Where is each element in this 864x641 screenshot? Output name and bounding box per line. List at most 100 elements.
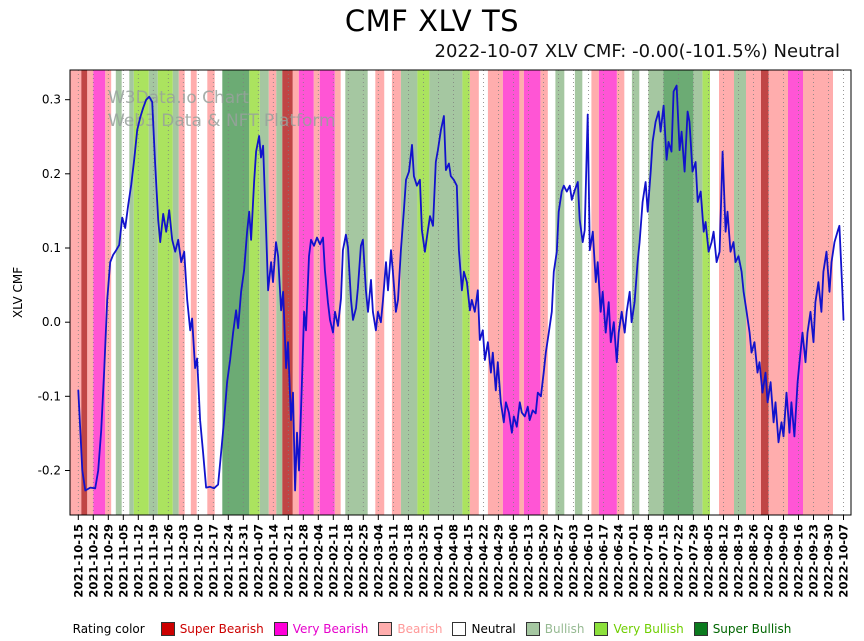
x-tick-label: 2022-07-29 bbox=[686, 524, 700, 598]
rating-band-neutral bbox=[624, 70, 632, 515]
x-tick-label: 2022-08-26 bbox=[747, 524, 761, 598]
rating-band-bullish bbox=[400, 70, 418, 515]
rating-band-very-bearish bbox=[788, 70, 803, 515]
rating-band-neutral bbox=[564, 70, 575, 515]
x-tick-label: 2022-05-13 bbox=[521, 524, 535, 598]
x-tick-label: 2021-12-31 bbox=[236, 524, 250, 598]
rating-band-neutral bbox=[196, 70, 208, 515]
y-tick-label: -0.1 bbox=[38, 389, 61, 403]
x-tick-label: 2021-10-15 bbox=[71, 524, 85, 598]
rating-band-very-bearish bbox=[298, 70, 314, 515]
x-tick-label: 2022-04-29 bbox=[491, 524, 505, 598]
legend-swatch-very-bearish bbox=[273, 622, 288, 636]
rating-band-neutral bbox=[340, 70, 346, 515]
x-tick-label: 2022-07-01 bbox=[626, 524, 640, 598]
y-axis-label: XLV CMF bbox=[11, 267, 25, 318]
x-tick-label: 2021-12-03 bbox=[176, 524, 190, 598]
x-tick-label: 2022-03-11 bbox=[386, 524, 400, 598]
rating-band-super-bullish bbox=[222, 70, 250, 515]
x-tick-label: 2021-11-26 bbox=[161, 524, 175, 598]
legend-item-very-bullish: Very Bullish bbox=[594, 622, 684, 636]
rating-band-neutral bbox=[214, 70, 223, 515]
rating-band-bullish bbox=[429, 70, 463, 515]
rating-band-bullish bbox=[693, 70, 703, 515]
rating-band-bearish bbox=[313, 70, 320, 515]
legend-swatch-super-bearish bbox=[160, 622, 175, 636]
rating-band-neutral bbox=[582, 70, 592, 515]
rating-band-very-bearish bbox=[502, 70, 520, 515]
chart-subtitle: 2022-10-07 XLV CMF: -0.00(-101.5%) Neutr… bbox=[434, 41, 841, 62]
y-tick-label: 0.1 bbox=[42, 241, 61, 255]
x-tick-label: 2022-07-08 bbox=[641, 524, 655, 598]
x-tick-label: 2021-12-24 bbox=[221, 524, 235, 598]
rating-band-bearish bbox=[70, 70, 82, 515]
legend-label: Bearish bbox=[397, 622, 443, 636]
x-tick-label: 2021-11-05 bbox=[116, 524, 130, 598]
rating-band-neutral bbox=[121, 70, 130, 515]
rating-band-bearish bbox=[391, 70, 401, 515]
rating-band-very-bearish bbox=[598, 70, 617, 515]
legend-label: Super Bearish bbox=[179, 622, 264, 636]
x-tick-label: 2022-09-30 bbox=[822, 524, 836, 598]
rating-band-very-bullish bbox=[133, 70, 149, 515]
rating-band-bearish bbox=[768, 70, 788, 515]
plot-border bbox=[69, 69, 852, 516]
rating-band-neutral bbox=[547, 70, 556, 515]
rating-band-bearish bbox=[519, 70, 524, 515]
x-tick-label: 2021-11-12 bbox=[131, 524, 145, 598]
x-tick-label: 2022-07-22 bbox=[671, 524, 685, 598]
x-tick-label: 2022-08-19 bbox=[732, 524, 746, 598]
x-tick-label: 2022-03-04 bbox=[371, 524, 385, 598]
rating-band-bullish bbox=[734, 70, 746, 515]
x-tick-label: 2022-01-28 bbox=[296, 524, 310, 598]
x-tick-label: 2021-10-22 bbox=[86, 524, 100, 598]
rating-band-bearish bbox=[803, 70, 818, 515]
rating-band-very-bullish bbox=[702, 70, 710, 515]
x-tick-label: 2022-01-14 bbox=[266, 524, 280, 598]
legend-label: Neutral bbox=[471, 622, 516, 636]
legend-swatch-very-bullish bbox=[594, 622, 609, 636]
x-tick-label: 2022-10-07 bbox=[837, 524, 851, 598]
x-tick-label: 2022-06-10 bbox=[581, 524, 595, 598]
chart-title: CMF XLV TS bbox=[344, 4, 520, 38]
x-tick-label: 2022-01-07 bbox=[251, 524, 265, 598]
legend-item-super-bullish: Super Bullish bbox=[693, 622, 791, 636]
x-tick-label: 2022-04-08 bbox=[446, 524, 460, 598]
x-tick-label: 2022-01-21 bbox=[281, 524, 295, 598]
rating-band-bearish bbox=[268, 70, 277, 515]
rating-band-bearish bbox=[540, 70, 548, 515]
rating-band-neutral bbox=[384, 70, 392, 515]
rating-band-bearish bbox=[591, 70, 599, 515]
legend-swatch-bearish bbox=[378, 622, 393, 636]
rating-band-neutral bbox=[111, 70, 116, 515]
x-tick-label: 2022-04-15 bbox=[461, 524, 475, 598]
rating-band-bearish bbox=[746, 70, 761, 515]
x-tick-label: 2022-05-20 bbox=[536, 524, 550, 598]
rating-band-bearish bbox=[487, 70, 503, 515]
x-tick-label: 2021-11-19 bbox=[146, 524, 160, 598]
rating-legend: Rating color Super Bearish Very Bearish Be… bbox=[0, 622, 864, 636]
rating-band-bullish bbox=[172, 70, 179, 515]
x-tick-label: 2022-07-15 bbox=[656, 524, 670, 598]
x-tick-label: 2022-09-02 bbox=[762, 524, 776, 598]
rating-band-neutral bbox=[184, 70, 191, 515]
rating-band-bearish bbox=[334, 70, 341, 515]
rating-band-bearish bbox=[292, 70, 299, 515]
x-tick-label: 2021-12-17 bbox=[206, 524, 220, 598]
x-tick-label: 2022-04-22 bbox=[476, 524, 490, 598]
legend-item-super-bearish: Super Bearish bbox=[160, 622, 264, 636]
rating-band-bullish bbox=[574, 70, 583, 515]
legend-item-neutral: Neutral bbox=[452, 622, 516, 636]
x-tick-label: 2022-02-18 bbox=[341, 524, 355, 598]
rating-band-bearish bbox=[469, 70, 479, 515]
watermark-line1: W3Data.io Chart bbox=[108, 88, 249, 108]
x-tick-label: 2022-06-17 bbox=[596, 524, 610, 598]
legend-title: Rating color bbox=[72, 622, 145, 636]
rating-band-bullish bbox=[259, 70, 269, 515]
rating-band-bullish bbox=[148, 70, 158, 515]
x-tick-label: 2022-06-03 bbox=[566, 524, 580, 598]
x-tick-label: 2022-04-01 bbox=[431, 524, 445, 598]
x-tick-label: 2022-06-24 bbox=[611, 524, 625, 598]
